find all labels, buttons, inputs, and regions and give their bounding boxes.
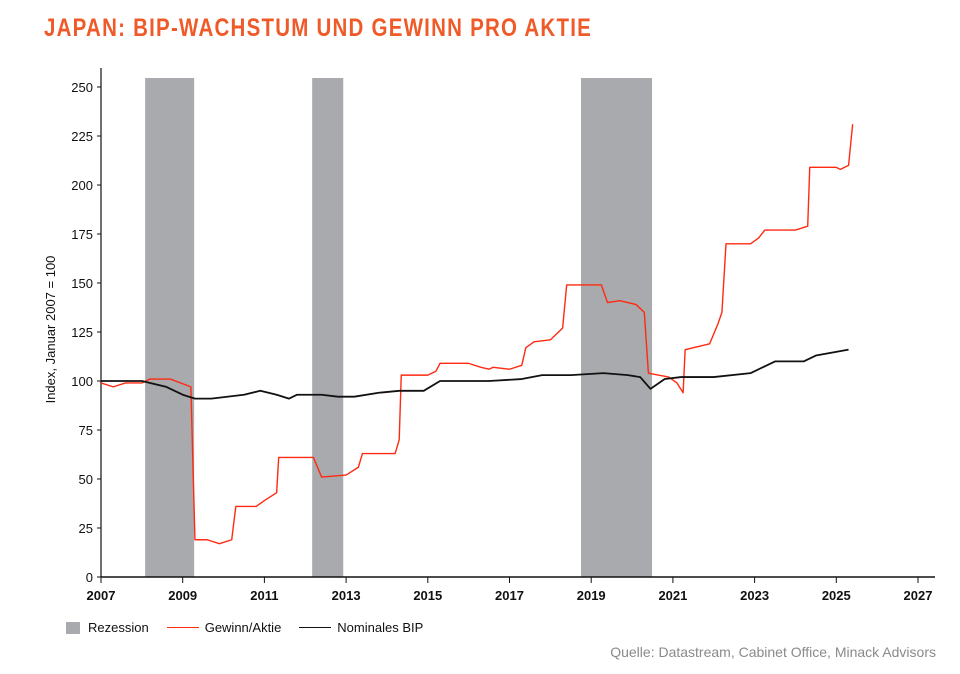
source-note: Quelle: Datastream, Cabinet Office, Mina… (610, 644, 936, 660)
legend-swatch-gdp (299, 627, 332, 628)
recession-band-1 (312, 78, 344, 577)
legend: Rezession Gewinn/Aktie Nominales BIP (66, 620, 441, 635)
x-tick-label-2013: 2013 (332, 588, 361, 603)
legend-item-eps: Gewinn/Aktie (166, 620, 282, 635)
y-tick-label-175: 175 (71, 227, 93, 242)
series-line-eps (100, 124, 854, 545)
y-tick-label-150: 150 (71, 276, 93, 291)
legend-label-eps: Gewinn/Aktie (204, 620, 282, 635)
legend-swatch-recession (66, 621, 80, 634)
y-tick-label-100: 100 (71, 374, 93, 389)
x-tick-label-2009: 2009 (168, 588, 197, 603)
legend-item-gdp: Nominales BIP (299, 620, 423, 635)
x-tick-label-2023: 2023 (740, 588, 769, 603)
y-tick-label-25: 25 (79, 521, 93, 536)
y-tick-label-225: 225 (71, 129, 93, 144)
chart-title: JAPAN: BIP-WACHSTUM UND GEWINN PRO AKTIE (44, 14, 593, 42)
legend-label-recession: Rezession (88, 620, 149, 635)
series-line-gdp (101, 348, 849, 400)
y-tick-label-200: 200 (71, 178, 93, 193)
x-tick-label-2025: 2025 (822, 588, 851, 603)
x-tick-label-2027: 2027 (904, 588, 933, 603)
y-tick-label-125: 125 (71, 325, 93, 340)
x-tick-label-2019: 2019 (577, 588, 606, 603)
y-tick-label-50: 50 (79, 472, 93, 487)
x-tick-label-2007: 2007 (87, 588, 116, 603)
x-tick-label-2011: 2011 (250, 588, 278, 603)
y-tick-label-75: 75 (79, 423, 93, 438)
x-tick-label-2021: 2021 (658, 588, 687, 603)
x-tick-label-2015: 2015 (413, 588, 442, 603)
legend-item-recession: Rezession (66, 620, 149, 635)
legend-swatch-eps (166, 627, 199, 628)
y-tick-label-250: 250 (71, 80, 93, 95)
recession-band-0 (145, 78, 195, 577)
x-tick-label-2017: 2017 (495, 588, 524, 603)
legend-label-gdp: Nominales BIP (337, 620, 424, 635)
y-axis-label: Index, Januar 2007 = 100 (43, 256, 58, 404)
y-tick-label-0: 0 (86, 570, 93, 585)
recession-band-2 (580, 78, 653, 577)
